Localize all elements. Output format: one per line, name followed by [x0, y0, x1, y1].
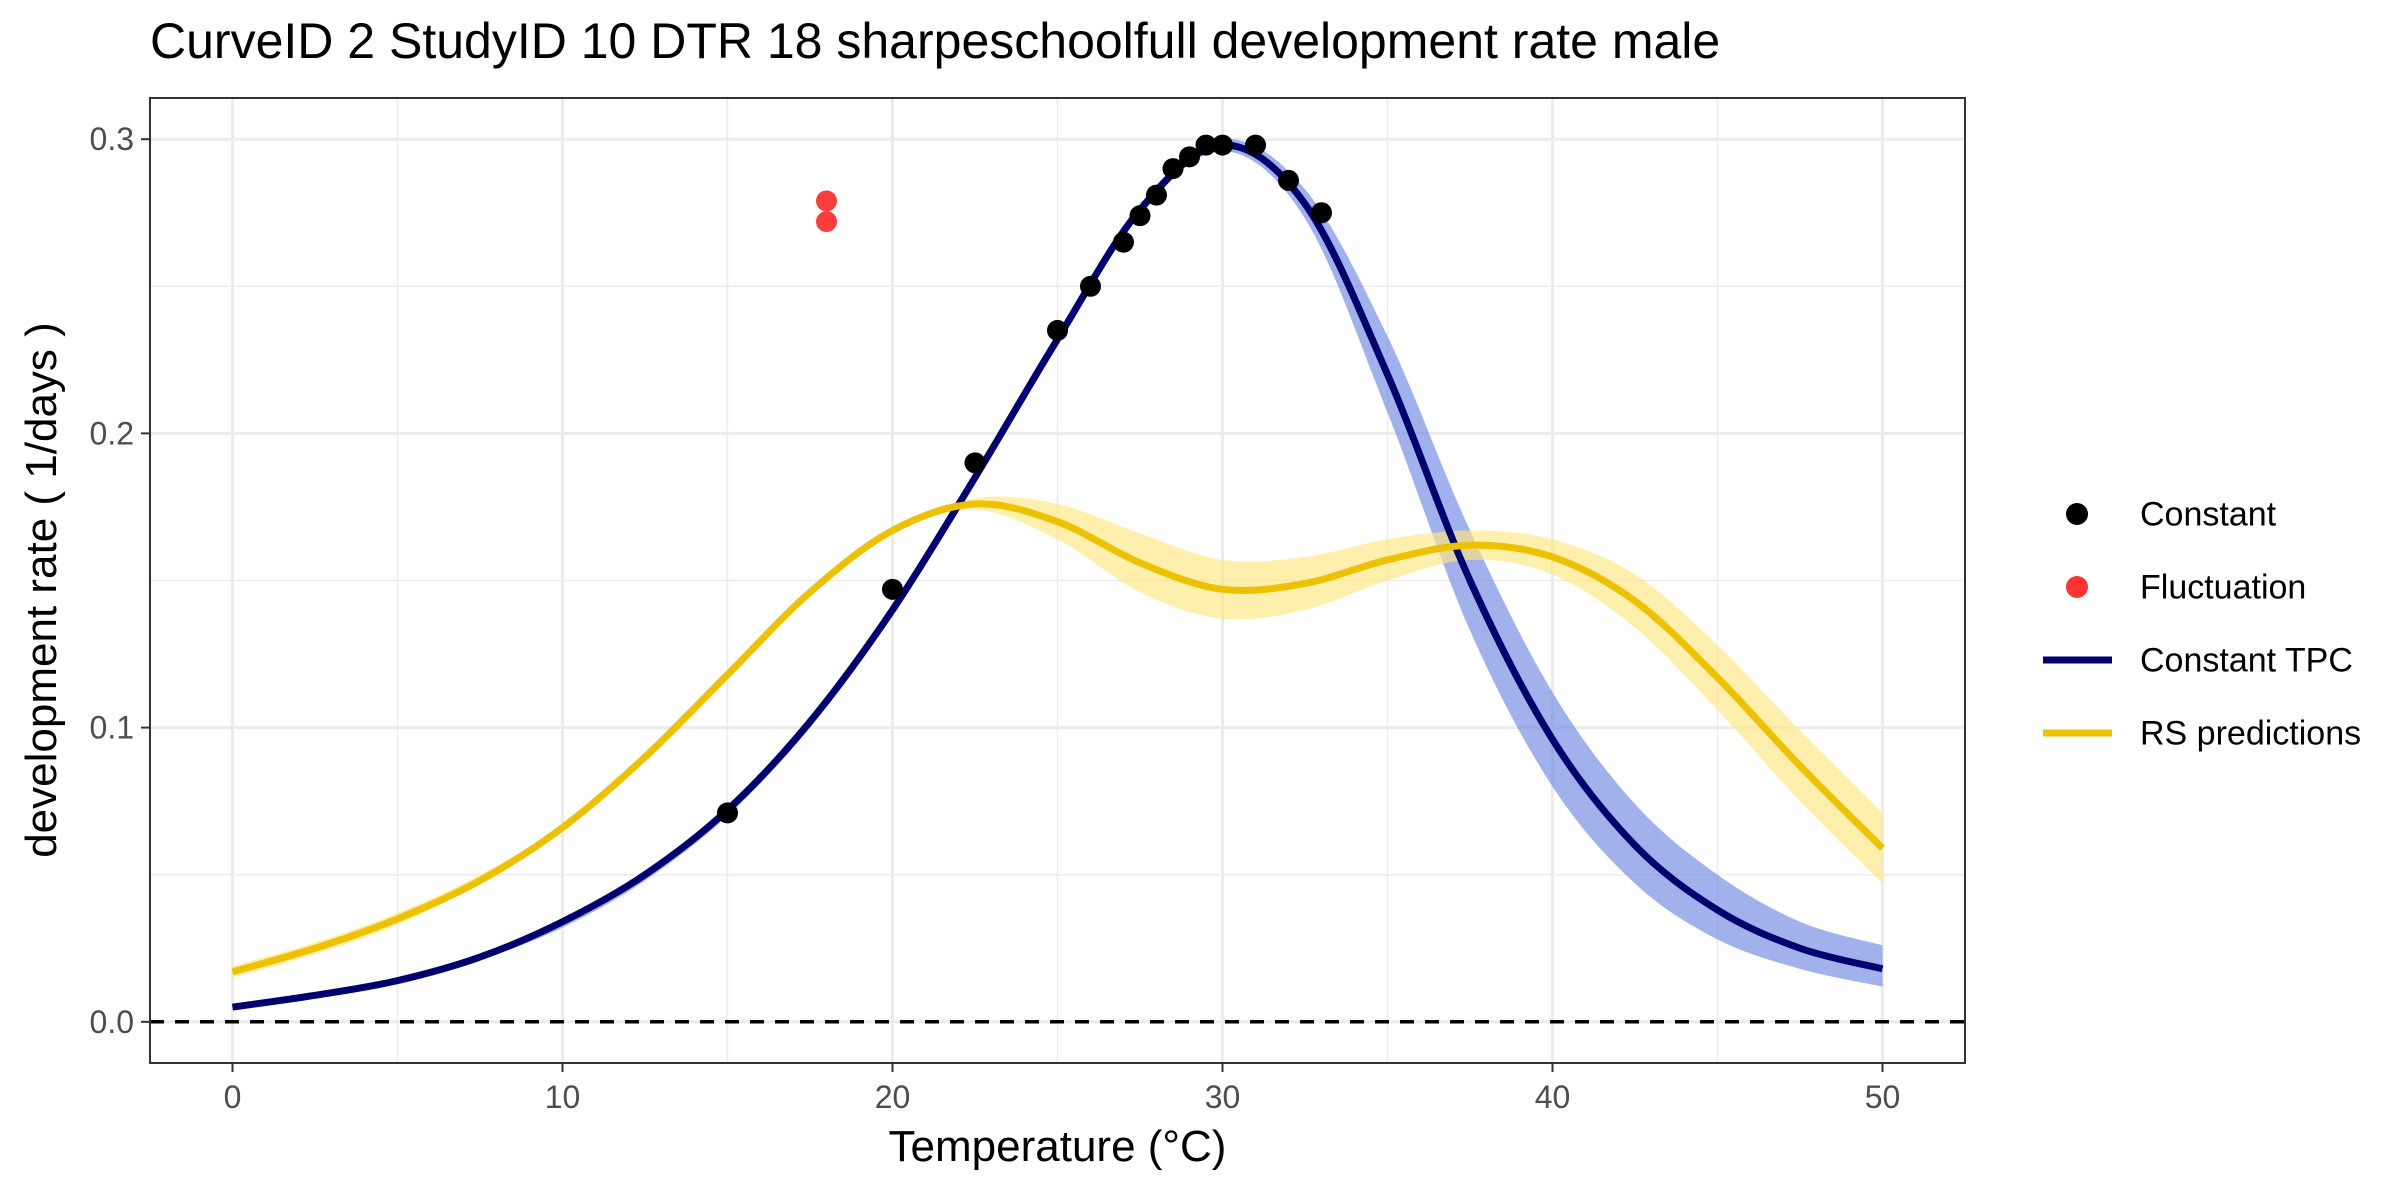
- constant-point: [1195, 134, 1217, 156]
- legend-label-constant: Constant: [2140, 495, 2277, 533]
- x-tick-label: 30: [1205, 1079, 1241, 1115]
- chart-title: CurveID 2 StudyID 10 DTR 18 sharpeschool…: [150, 13, 1721, 69]
- constant-point: [1311, 202, 1332, 224]
- legend-label-rs-predictions: RS predictions: [2140, 714, 2362, 752]
- y-axis-label: development rate ( 1/days ): [17, 322, 66, 858]
- legend-key-constant-tpc-line: [2043, 656, 2112, 664]
- constant-point: [1146, 184, 1167, 206]
- x-tick-label: 10: [545, 1079, 581, 1115]
- panel-border-layer: [149, 97, 1966, 1064]
- constant-point: [717, 802, 738, 824]
- x-axis-label: Temperature (°C): [888, 1122, 1227, 1171]
- constant-point: [1179, 146, 1200, 168]
- x-tick-label: 20: [875, 1079, 911, 1115]
- legend-item-fluctuation: Fluctuation: [2040, 551, 2390, 624]
- x-tick-label: 50: [1865, 1079, 1901, 1115]
- y-tick-label: 0.3: [90, 121, 134, 157]
- legend: Constant Fluctuation Constant TPC RS pre…: [2040, 478, 2390, 770]
- legend-item-rs-predictions: RS predictions: [2040, 697, 2390, 770]
- constant-point: [1113, 231, 1134, 253]
- constant-point: [1047, 319, 1068, 341]
- constant-point: [1212, 134, 1233, 156]
- constant-point: [882, 578, 903, 600]
- x-tick-label: 0: [224, 1079, 242, 1115]
- panel-border: [149, 97, 1966, 1064]
- constant-point: [1080, 275, 1101, 297]
- legend-item-constant: Constant: [2040, 478, 2390, 551]
- fluctuation-point: [816, 211, 837, 233]
- constant-point: [964, 452, 986, 474]
- data-points: [717, 134, 1332, 824]
- constant-point: [1245, 134, 1266, 156]
- legend-label-fluctuation: Fluctuation: [2140, 568, 2307, 606]
- rs-predictions-line: [231, 500, 1885, 976]
- confidence-bands: [232, 138, 1883, 1011]
- constant-point: [1278, 169, 1299, 191]
- legend-key-fluctuation-point: [2066, 576, 2088, 598]
- y-tick-label: 0.1: [90, 710, 134, 746]
- legend-item-constant-tpc: Constant TPC: [2040, 624, 2390, 697]
- axis-ticks: 0 10 20 30 40 50 0.0 0.1 0.2 0.3: [90, 121, 1901, 1115]
- legend-key-rs-predictions-line: [2043, 729, 2112, 737]
- x-tick-label: 40: [1535, 1079, 1571, 1115]
- constant-tpc-band: [232, 138, 1883, 1011]
- constant-point: [1129, 205, 1151, 227]
- y-tick-label: 0.2: [90, 415, 134, 451]
- fluctuation-point: [816, 190, 837, 212]
- legend-label-constant-tpc: Constant TPC: [2140, 641, 2353, 679]
- y-tick-label: 0.0: [90, 1004, 134, 1040]
- legend-key-constant-point: [2066, 503, 2088, 525]
- constant-point: [1162, 158, 1184, 180]
